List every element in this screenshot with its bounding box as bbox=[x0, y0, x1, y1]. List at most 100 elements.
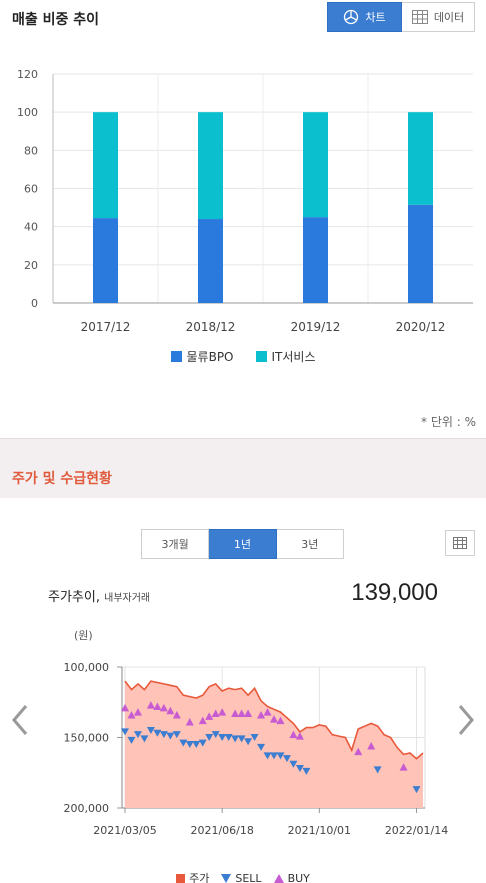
price-area bbox=[125, 681, 423, 808]
sell-marker bbox=[257, 743, 266, 751]
bar-it bbox=[303, 112, 328, 218]
legend-item-logistics: 물류BPO bbox=[170, 348, 234, 365]
buy-marker bbox=[244, 709, 253, 718]
buy-marker bbox=[237, 709, 246, 718]
price-trend-label: 주가추이, 내부자거래 bbox=[48, 586, 150, 605]
sell-marker bbox=[231, 735, 240, 743]
sell-marker bbox=[270, 752, 278, 760]
period-3y-button[interactable]: 3년 bbox=[276, 529, 344, 559]
x-tick-label: 2021/03/05 bbox=[93, 824, 156, 837]
buy-marker bbox=[127, 710, 136, 719]
y-tick-label: 100 bbox=[17, 106, 38, 119]
legend-item-buy: BUY bbox=[273, 870, 310, 883]
y-tick-label: 200,000 bbox=[64, 802, 110, 815]
sell-marker bbox=[159, 731, 168, 739]
bar-it bbox=[93, 112, 118, 219]
table-icon bbox=[411, 10, 428, 24]
buy-marker bbox=[263, 708, 272, 716]
legend-item-price: 주가 bbox=[176, 870, 209, 883]
chart-view-button[interactable]: 차트 bbox=[327, 2, 402, 32]
triangle-up-icon bbox=[273, 873, 284, 883]
legend-label-buy: BUY bbox=[287, 871, 310, 883]
sell-marker bbox=[127, 736, 136, 744]
sell-marker bbox=[276, 752, 285, 760]
sales-mix-chart: 0 20 40 60 80 100 120 2017/12 2018/12 2019/12 2020… bbox=[17, 68, 473, 334]
sell-marker bbox=[218, 734, 227, 741]
data-view-label: 데이터 bbox=[433, 11, 465, 24]
buy-marker bbox=[159, 703, 168, 712]
legend-item-sell: SELL bbox=[221, 870, 262, 883]
current-price: 139,000 bbox=[351, 579, 438, 606]
legend-label-price: 주가 bbox=[189, 872, 210, 883]
currency-unit-label: (원) bbox=[74, 629, 93, 642]
price-trend-title: 주가추이, bbox=[48, 590, 100, 605]
x-tick-label: 2017/12 bbox=[81, 320, 131, 334]
insider-trade-label: 내부자거래 bbox=[104, 593, 151, 604]
sales-mix-title: 매출 비중 추이 bbox=[12, 12, 100, 28]
sell-marker bbox=[224, 734, 233, 741]
sell-marker bbox=[289, 760, 298, 768]
sell-marker bbox=[205, 734, 214, 741]
buy-marker bbox=[146, 701, 155, 709]
buy-marker bbox=[270, 715, 278, 723]
stock-price-chart: 100,000 150,000 200,000 2021/03/05 2021/06/1… bbox=[64, 661, 449, 837]
y-tick-label: 120 bbox=[17, 68, 38, 81]
unit-note: * 단위 : % bbox=[421, 415, 476, 429]
sell-marker bbox=[140, 735, 149, 743]
section-band bbox=[0, 438, 486, 498]
buy-marker bbox=[198, 716, 207, 725]
legend-label-sell: SELL bbox=[235, 871, 262, 883]
sell-marker bbox=[121, 728, 129, 736]
period-3m-button[interactable]: 3개월 bbox=[141, 529, 210, 559]
buy-marker bbox=[166, 706, 175, 715]
legend-label-it: IT서비스 bbox=[271, 350, 316, 364]
x-tick-label: 2018/12 bbox=[186, 320, 236, 334]
chart-view-label: 차트 bbox=[365, 11, 386, 24]
y-tick-label: 150,000 bbox=[64, 732, 110, 745]
y-tick-label: 80 bbox=[24, 144, 38, 157]
triangle-down-icon bbox=[221, 873, 232, 883]
sell-marker bbox=[185, 741, 194, 749]
sell-marker bbox=[179, 739, 188, 747]
x-tick-label: 2020/12 bbox=[396, 320, 446, 334]
buy-marker bbox=[289, 730, 298, 739]
y-tick-label: 20 bbox=[24, 259, 38, 272]
sell-marker bbox=[146, 726, 155, 734]
buy-marker bbox=[121, 703, 129, 712]
buy-marker bbox=[231, 709, 240, 718]
sell-marker bbox=[302, 767, 311, 775]
sell-marker bbox=[250, 734, 259, 741]
legend-swatch-logistics bbox=[170, 351, 182, 362]
period-1y-button[interactable]: 1년 bbox=[209, 529, 277, 559]
buy-marker bbox=[367, 741, 376, 750]
prev-chart-button[interactable] bbox=[8, 700, 32, 744]
bar-it bbox=[198, 112, 223, 220]
bar-logistics bbox=[303, 217, 328, 303]
stock-chart-legend: 주가 SELL BUY bbox=[0, 870, 486, 883]
x-tick-label: 2021/06/18 bbox=[190, 824, 253, 837]
bar-it bbox=[408, 112, 433, 205]
sell-marker bbox=[211, 731, 220, 739]
x-tick-label: 2021/10/01 bbox=[288, 824, 351, 837]
data-view-button[interactable]: 데이터 bbox=[402, 2, 475, 32]
sell-marker bbox=[373, 766, 382, 774]
chevron-left-icon bbox=[8, 705, 32, 744]
sell-marker bbox=[153, 729, 162, 737]
sell-marker bbox=[133, 731, 142, 739]
sell-marker bbox=[295, 765, 304, 773]
legend-item-it: IT서비스 bbox=[255, 348, 316, 365]
buy-marker bbox=[257, 710, 266, 719]
bar-logistics bbox=[93, 218, 118, 303]
buy-marker bbox=[354, 747, 363, 756]
table-view-button[interactable] bbox=[445, 530, 475, 556]
x-tick-label: 2022/01/14 bbox=[385, 824, 448, 837]
next-chart-button[interactable] bbox=[454, 700, 478, 744]
pie-chart-icon bbox=[343, 9, 359, 25]
period-selector: 3개월 1년 3년 bbox=[141, 529, 344, 559]
y-tick-label: 0 bbox=[31, 297, 38, 310]
chevron-right-icon bbox=[454, 705, 478, 744]
buy-marker bbox=[205, 712, 214, 720]
buy-marker bbox=[399, 763, 408, 771]
sales-mix-legend: 물류BPO IT서비스 bbox=[0, 348, 486, 365]
sell-marker bbox=[263, 752, 272, 760]
